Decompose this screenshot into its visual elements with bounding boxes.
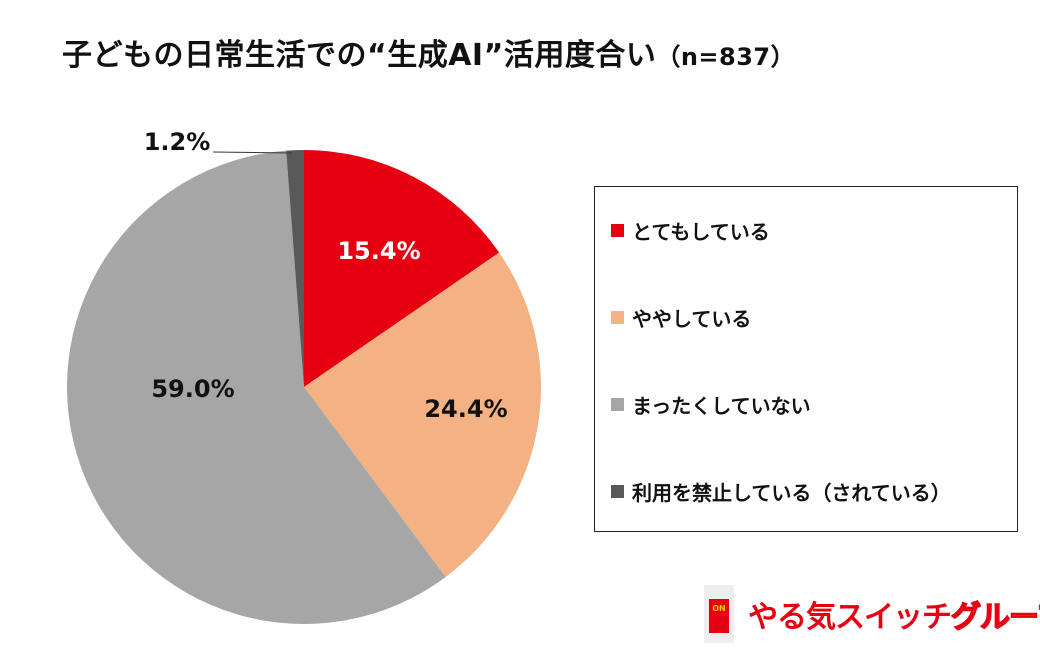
data-label: 24.4% bbox=[424, 395, 507, 423]
chart-title: 子どもの日常生活での“生成AI”活用度合い（n=837） bbox=[62, 30, 795, 74]
logo: ON やる気スイッチグループ bbox=[704, 585, 1040, 643]
logo-text-main: やる気スイッチ bbox=[748, 600, 952, 635]
logo-badge: ON bbox=[704, 585, 734, 643]
legend-label: ややしている bbox=[632, 306, 752, 331]
pie-slice bbox=[304, 150, 500, 387]
legend-label: まったくしていない bbox=[632, 393, 811, 418]
legend-label: とてもしている bbox=[632, 219, 770, 244]
logo-text: やる気スイッチグループ bbox=[748, 592, 1040, 636]
sample-size: （n=837） bbox=[656, 43, 796, 71]
leader-line bbox=[212, 151, 293, 154]
legend-swatch bbox=[611, 310, 624, 324]
legend-item: 利用を禁止している（されている） bbox=[611, 479, 951, 505]
pie-slice bbox=[304, 252, 541, 577]
logo-badge-text: ON bbox=[709, 599, 729, 633]
pie-slice bbox=[286, 150, 304, 387]
legend-item: とてもしている bbox=[611, 218, 770, 244]
legend-item: ややしている bbox=[611, 305, 752, 331]
data-label: 15.4% bbox=[337, 237, 420, 265]
legend-swatch bbox=[611, 223, 624, 237]
legend: とてもしている ややしているまったくしていない利用を禁止している（されている） bbox=[594, 186, 1018, 532]
legend-label: 利用を禁止している（されている） bbox=[632, 480, 951, 505]
data-label: 1.2% bbox=[144, 128, 211, 156]
data-label: 59.0% bbox=[151, 375, 234, 403]
pie-slice bbox=[66, 150, 446, 624]
legend-item: まったくしていない bbox=[611, 392, 811, 418]
legend-swatch bbox=[611, 484, 624, 498]
title-text: 子どもの日常生活での“生成AI”活用度合い bbox=[62, 38, 657, 73]
logo-text-outline: グループ bbox=[950, 599, 1040, 636]
legend-swatch bbox=[611, 397, 624, 411]
